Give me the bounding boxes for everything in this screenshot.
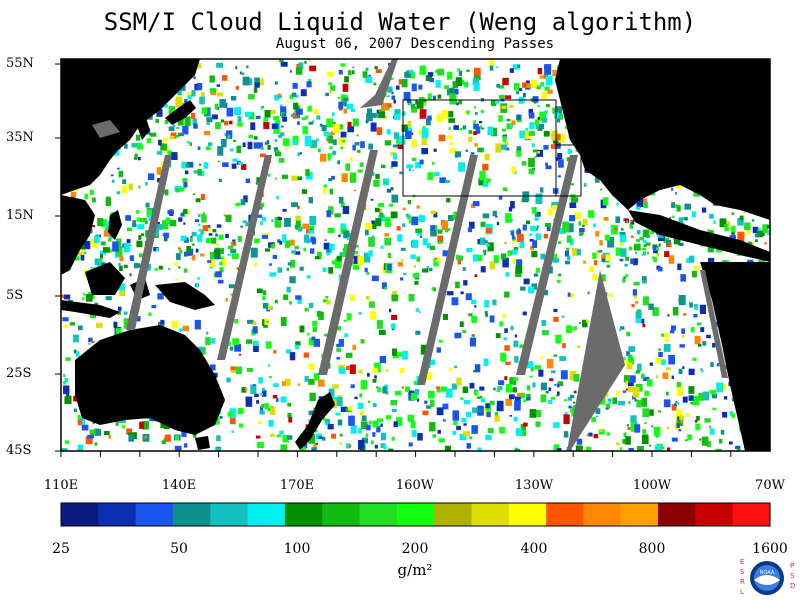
lat-label: 55N bbox=[6, 56, 34, 71]
lon-label: 110E bbox=[43, 478, 79, 493]
colorbar-swatch bbox=[284, 503, 323, 526]
lat-label: 25S bbox=[6, 366, 32, 381]
colorbar-label: 100 bbox=[283, 541, 311, 557]
lat-label: 5S bbox=[6, 288, 24, 303]
lon-label: 100W bbox=[632, 478, 672, 493]
colorbar-units: g/m² bbox=[397, 561, 433, 579]
colorbar-swatch bbox=[172, 503, 211, 526]
colorbar-swatch bbox=[210, 503, 249, 526]
colorbar-swatch bbox=[322, 503, 361, 526]
colorbar-label: 800 bbox=[638, 541, 666, 557]
colorbar-swatch bbox=[658, 503, 696, 526]
colorbar-swatch bbox=[583, 503, 622, 526]
colorbar-swatch bbox=[471, 503, 510, 526]
colorbar-swatch bbox=[620, 503, 659, 526]
svg-text:S: S bbox=[790, 572, 795, 580]
map-subtitle: August 06, 2007 Descending Passes bbox=[275, 36, 555, 52]
colorbar-swatch bbox=[695, 503, 734, 526]
colorbar-swatch bbox=[732, 503, 771, 526]
missing-data-swaths bbox=[92, 59, 728, 451]
lon-label: 140E bbox=[161, 478, 197, 493]
colorbar-swatch bbox=[98, 503, 137, 526]
colorbar-swatch bbox=[434, 503, 472, 526]
colorbar-swatch bbox=[359, 503, 398, 526]
colorbar-swatch bbox=[247, 503, 286, 526]
svg-text:R: R bbox=[740, 578, 745, 586]
region-box-small bbox=[555, 144, 582, 197]
colorbar-label: 400 bbox=[520, 541, 548, 557]
land-masses bbox=[61, 59, 770, 451]
colorbar-label: 50 bbox=[170, 541, 188, 557]
colorbar-swatch bbox=[508, 503, 547, 526]
noaa-esrl-psd-logo: NOAA E S R L P S D bbox=[740, 558, 795, 596]
colorbar-label: 200 bbox=[401, 541, 429, 557]
colorbar-swatch bbox=[396, 503, 435, 526]
svg-text:L: L bbox=[740, 588, 744, 596]
svg-text:D: D bbox=[790, 582, 795, 590]
colorbar-swatch bbox=[61, 503, 99, 526]
lon-label: 170E bbox=[279, 478, 315, 493]
lon-label: 160W bbox=[395, 478, 435, 493]
lon-label: 130W bbox=[514, 478, 554, 493]
colorbar-label: 1600 bbox=[752, 541, 788, 557]
lon-label: 70W bbox=[755, 478, 785, 493]
lat-label: 15N bbox=[6, 208, 34, 223]
colorbar-label: 25 bbox=[52, 541, 70, 557]
map-title: SSM/I Cloud Liquid Water (Weng algorithm… bbox=[103, 8, 697, 36]
svg-text:P: P bbox=[790, 562, 794, 570]
lat-label: 35N bbox=[6, 130, 34, 145]
svg-text:S: S bbox=[740, 568, 745, 576]
svg-text:NOAA: NOAA bbox=[760, 570, 775, 576]
colorbar bbox=[60, 502, 771, 527]
svg-text:E: E bbox=[740, 558, 744, 566]
lat-label: 45S bbox=[6, 443, 32, 458]
colorbar-swatch bbox=[135, 503, 174, 526]
colorbar-swatch bbox=[546, 503, 584, 526]
